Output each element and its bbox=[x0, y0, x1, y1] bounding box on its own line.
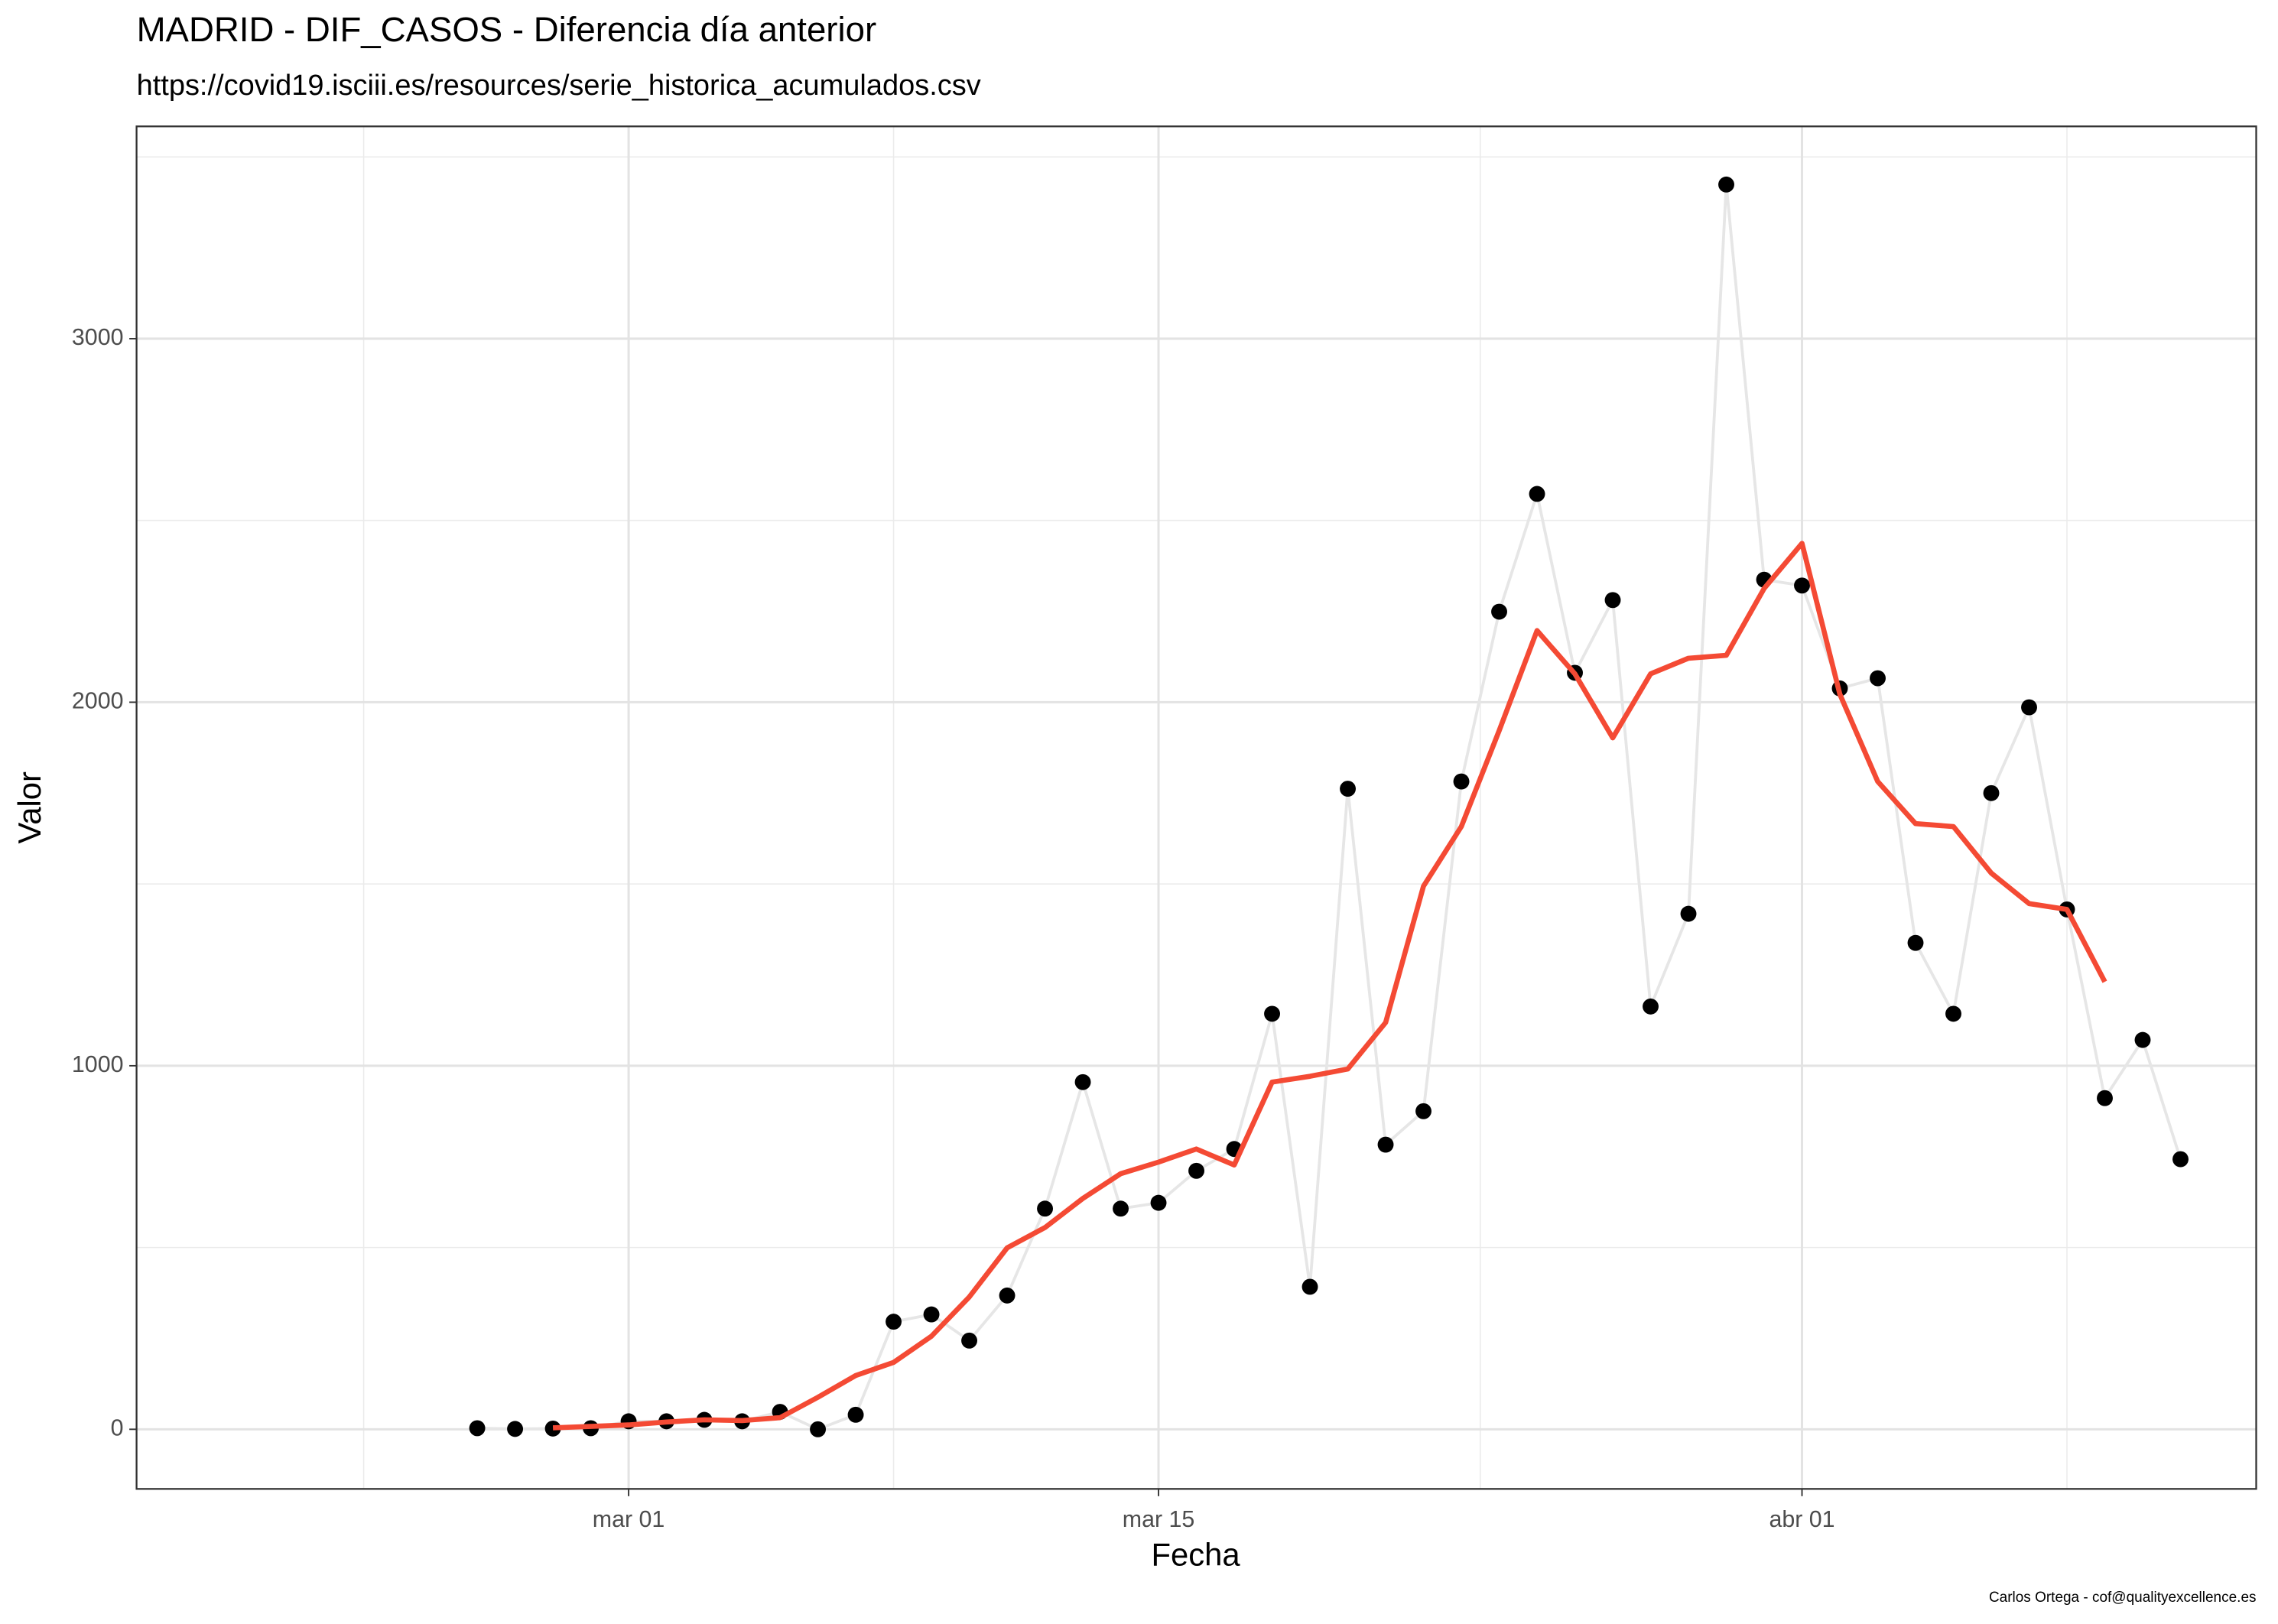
panel-border bbox=[135, 125, 2257, 1490]
x-tick-label: mar 01 bbox=[593, 1506, 665, 1532]
data-point bbox=[810, 1421, 827, 1437]
x-tick-label: abr 01 bbox=[1769, 1506, 1834, 1532]
caption: Carlos Ortega - cof@qualityexcellence.es bbox=[1989, 1590, 2257, 1606]
y-tick-label: 2000 bbox=[72, 687, 124, 713]
data-point bbox=[507, 1421, 524, 1437]
data-point bbox=[1907, 934, 1924, 951]
y-tick-label: 0 bbox=[111, 1415, 124, 1440]
chart-subtitle: https://covid19.isciii.es/resources/seri… bbox=[137, 70, 981, 102]
x-tick-label: mar 15 bbox=[1123, 1506, 1195, 1532]
data-point bbox=[1113, 1200, 1129, 1217]
data-point bbox=[999, 1287, 1016, 1304]
data-point bbox=[886, 1314, 902, 1330]
data-point bbox=[2172, 1151, 2189, 1168]
x-axis-label: Fecha bbox=[1152, 1537, 1241, 1573]
y-axis-label: Valor bbox=[11, 771, 47, 844]
data-point bbox=[2021, 699, 2037, 716]
data-point bbox=[847, 1406, 864, 1423]
data-point bbox=[1264, 1005, 1280, 1022]
data-point bbox=[1150, 1194, 1167, 1211]
data-point bbox=[469, 1420, 486, 1437]
data-point bbox=[1301, 1278, 1318, 1295]
data-point bbox=[1037, 1200, 1054, 1217]
data-point bbox=[1680, 905, 1697, 922]
data-point bbox=[1870, 670, 1886, 687]
data-point bbox=[1377, 1136, 1394, 1153]
data-point bbox=[1945, 1005, 1961, 1022]
data-point bbox=[1074, 1073, 1091, 1090]
data-point bbox=[2097, 1090, 2113, 1106]
trend-line bbox=[552, 541, 2107, 1431]
data-point bbox=[961, 1332, 978, 1349]
data-point bbox=[1718, 176, 1734, 193]
data-point bbox=[1604, 592, 1621, 609]
y-tick-label: 3000 bbox=[72, 324, 124, 350]
data-point bbox=[923, 1306, 940, 1323]
chart-title: MADRID - DIF_CASOS - Diferencia día ante… bbox=[137, 10, 877, 49]
data-point bbox=[2134, 1031, 2151, 1048]
data-point bbox=[1415, 1103, 1431, 1119]
data-point bbox=[1643, 998, 1659, 1015]
data-point bbox=[1491, 603, 1507, 620]
y-tick-label: 1000 bbox=[72, 1051, 124, 1077]
data-point bbox=[1340, 781, 1356, 797]
data-point bbox=[1794, 577, 1810, 594]
data-point bbox=[544, 1420, 561, 1437]
data-point bbox=[1983, 784, 2000, 801]
data-point bbox=[1453, 773, 1470, 790]
data-point bbox=[1188, 1162, 1204, 1179]
data-point bbox=[1529, 486, 1545, 502]
